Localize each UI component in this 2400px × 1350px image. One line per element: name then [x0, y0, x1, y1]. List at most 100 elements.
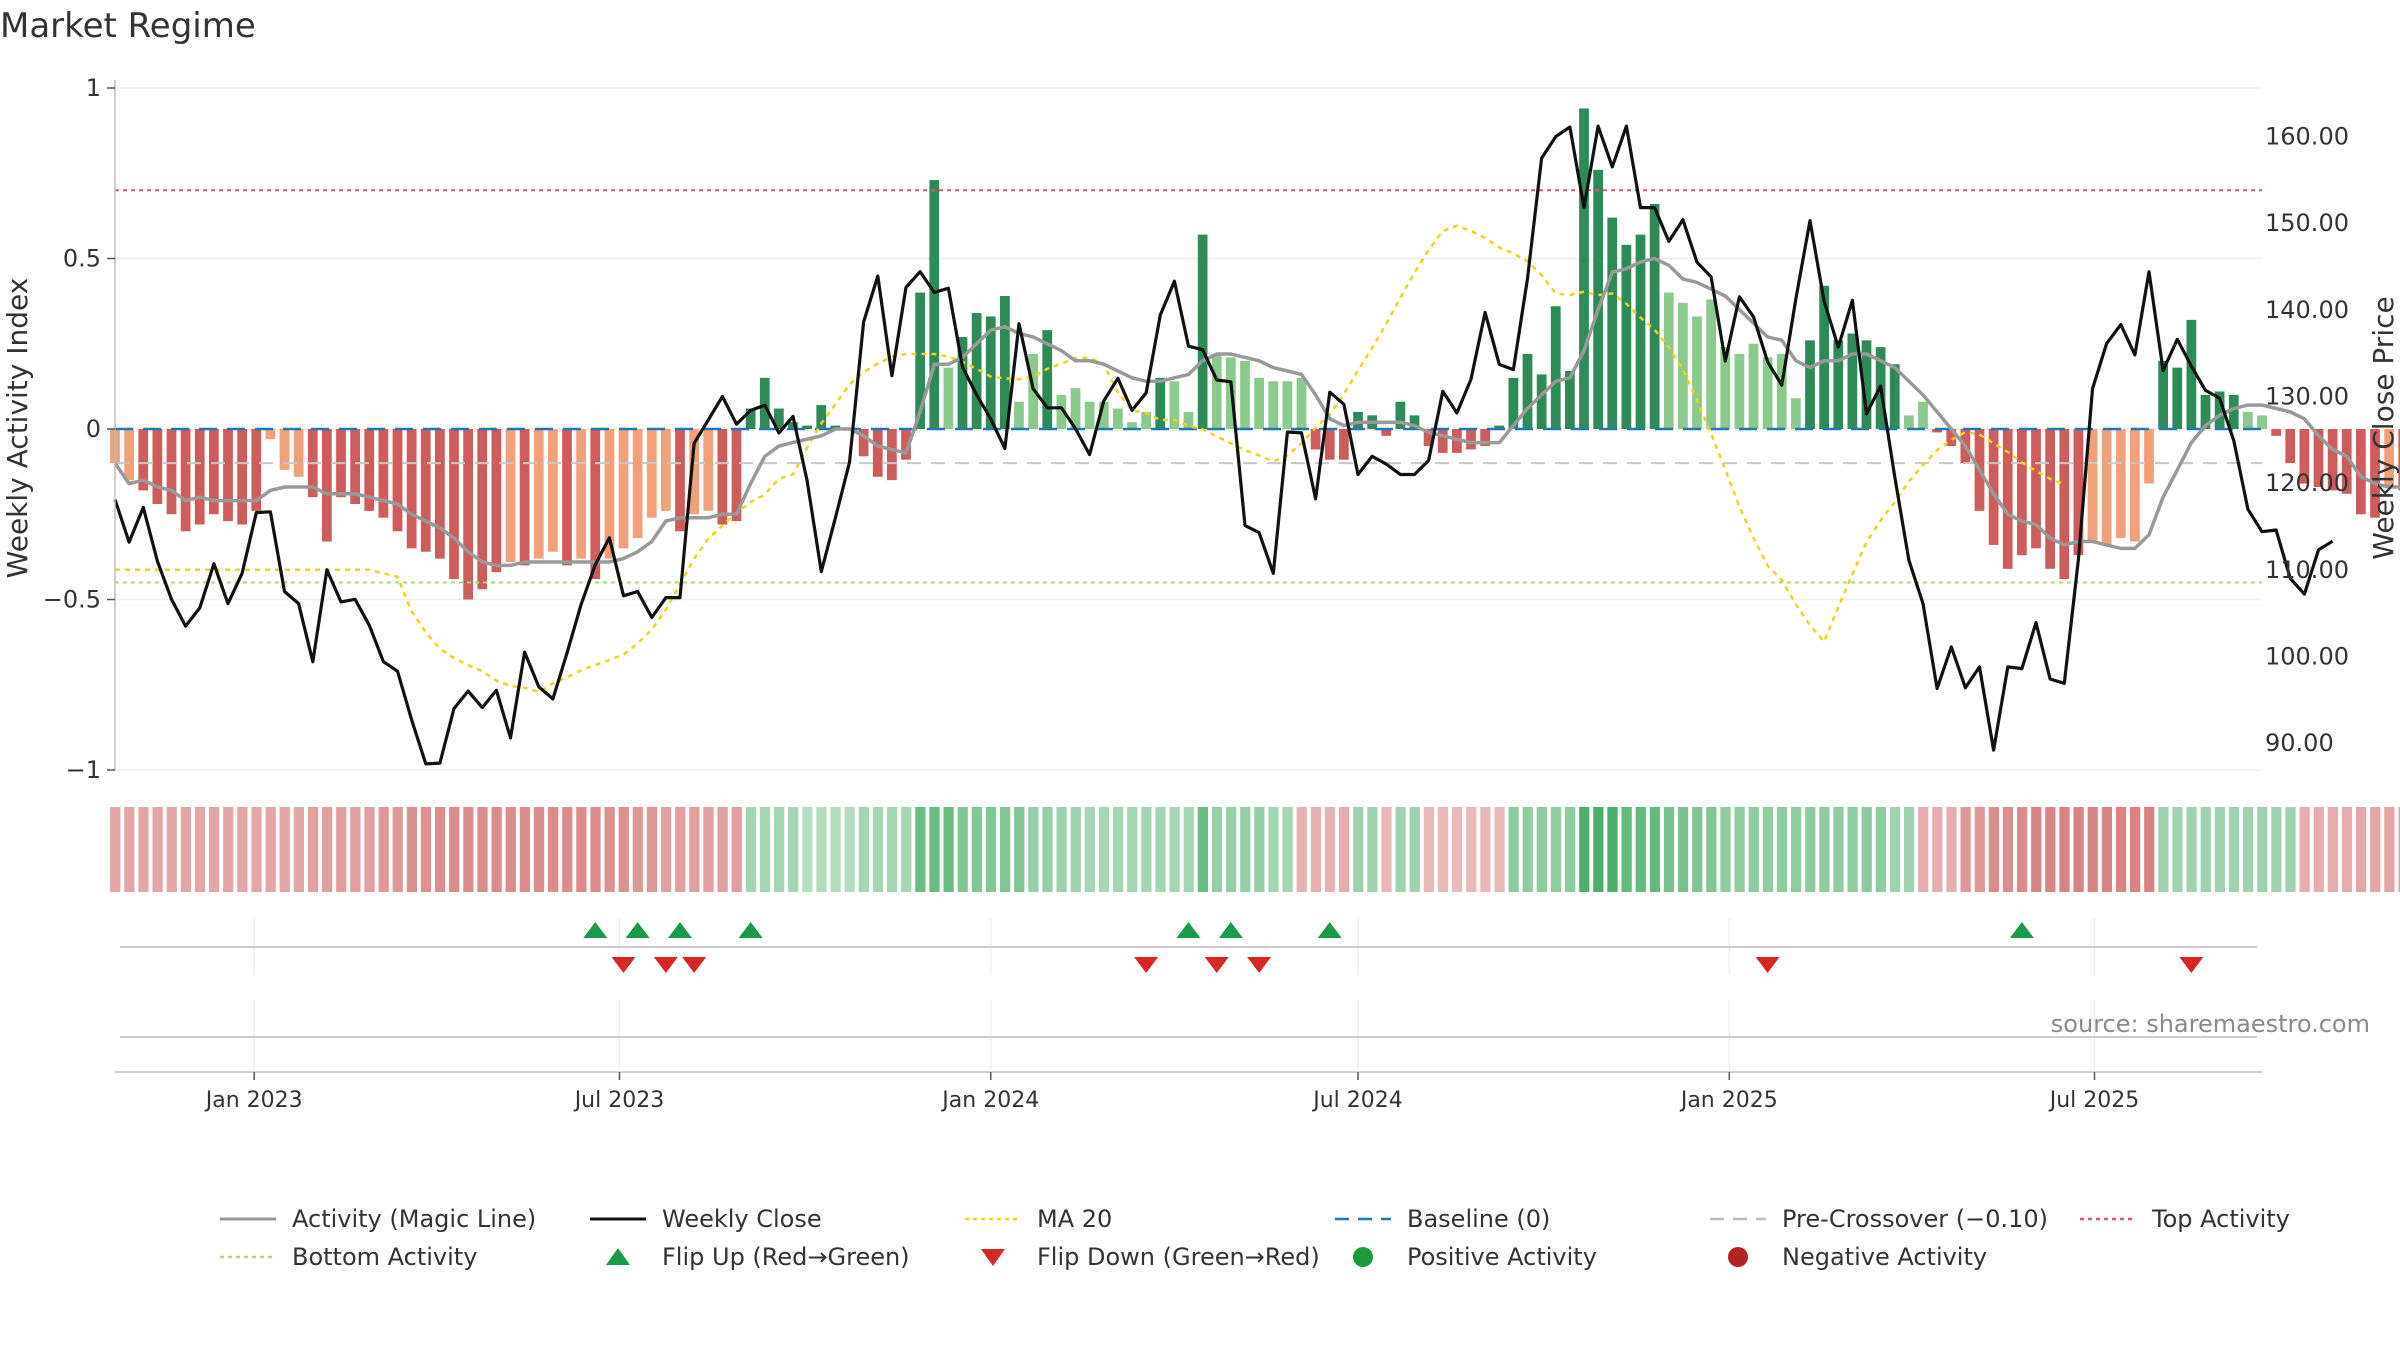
regime-cell-25	[463, 807, 474, 892]
legend-marker-pos	[1353, 1247, 1373, 1267]
activity-bar-32	[562, 429, 572, 566]
regime-cell-58	[929, 807, 940, 892]
regime-cell-141	[2101, 807, 2112, 892]
activity-bar-153	[2271, 429, 2281, 436]
activity-bar-92	[1409, 415, 1420, 429]
activity-bar-154	[2285, 429, 2296, 464]
regime-cell-131	[1960, 807, 1971, 892]
legend-label-neg: Negative Activity	[1782, 1243, 1988, 1271]
regime-cell-99	[1508, 807, 1519, 892]
regime-strip	[110, 807, 2400, 892]
activity-bar-136	[2031, 429, 2041, 549]
activity-bar-82	[1268, 381, 1279, 429]
regime-cell-159	[2356, 807, 2367, 892]
regime-cell-30	[533, 807, 545, 892]
regime-cell-26	[477, 807, 488, 892]
regime-cell-55	[887, 807, 898, 892]
flip-up-marker-3	[738, 922, 763, 938]
left-tick-label-3: −0.5	[43, 586, 101, 614]
legend-label-flipup: Flip Up (Red→Green)	[662, 1243, 910, 1271]
flip-down-marker-2	[682, 957, 707, 973]
regime-cell-43	[717, 807, 728, 892]
flip-up-marker-4	[1176, 922, 1201, 938]
activity-bar-24	[449, 429, 459, 580]
legend-label-precross: Pre-Crossover (−0.10)	[1782, 1205, 2049, 1233]
regime-cell-5	[180, 807, 191, 892]
activity-bar-128	[1918, 401, 1928, 429]
activity-bar-40	[675, 429, 685, 532]
regime-cell-2	[138, 807, 149, 892]
regime-cell-76	[1183, 807, 1194, 892]
legend-label-magic: Activity (Magic Line)	[292, 1205, 537, 1233]
activity-bar-99	[1508, 377, 1519, 429]
activity-bar-115	[1734, 353, 1745, 429]
activity-bar-30	[533, 429, 544, 559]
regime-cell-90	[1381, 807, 1392, 892]
regime-cell-125	[1875, 807, 1886, 892]
legend-item-pos: Positive Activity	[1335, 1243, 1597, 1271]
regime-cell-119	[1791, 807, 1802, 892]
regime-cell-96	[1466, 807, 1477, 892]
flip-down-marker-3	[1134, 957, 1159, 973]
regime-cell-34	[590, 807, 601, 892]
activity-bar-49	[802, 425, 812, 429]
activity-bar-126	[1889, 364, 1900, 429]
regime-cell-108	[1635, 807, 1646, 892]
left-axis-title: Weekly Activity Index	[1, 278, 34, 579]
regime-cell-39	[661, 807, 672, 892]
activity-bar-143	[2130, 429, 2140, 542]
activity-bar-66	[1042, 330, 1053, 429]
activity-bar-3	[152, 429, 163, 505]
regime-cell-14	[307, 807, 319, 892]
regime-cell-155	[2299, 807, 2310, 892]
activity-bar-118	[1776, 353, 1787, 429]
regime-cell-136	[2031, 807, 2042, 892]
activity-bar-151	[2243, 411, 2253, 429]
regime-cell-68	[1070, 807, 1081, 892]
left-tick-label-2: 0	[86, 415, 101, 443]
regime-cell-115	[1734, 807, 1745, 892]
legend-swatch-flipdown	[981, 1249, 1005, 1266]
regime-cell-142	[2115, 807, 2127, 892]
regime-cell-72	[1127, 807, 1138, 892]
regime-cell-37	[632, 807, 643, 892]
regime-cell-29	[519, 807, 530, 892]
regime-cell-162	[2398, 807, 2400, 892]
regime-cell-95	[1452, 807, 1463, 892]
regime-cell-40	[675, 807, 686, 892]
activity-bar-124	[1861, 340, 1872, 429]
flip-up-marker-7	[2009, 922, 2034, 938]
activity-bar-160	[2370, 429, 2380, 518]
activity-bar-112	[1692, 316, 1702, 429]
activity-bar-12	[279, 429, 290, 470]
activity-bar-129	[1932, 429, 1942, 433]
activity-bar-91	[1395, 401, 1406, 429]
regime-cell-27	[491, 807, 502, 892]
activity-bar-45	[745, 408, 756, 429]
activity-bar-123	[1847, 333, 1858, 429]
activity-bar-67	[1056, 394, 1067, 429]
regime-cell-52	[844, 807, 855, 892]
regime-cell-106	[1607, 807, 1618, 892]
regime-cell-21	[406, 807, 417, 892]
legend-item-magic: Activity (Magic Line)	[220, 1205, 536, 1233]
regime-cell-84	[1296, 807, 1307, 892]
regime-cell-151	[2243, 807, 2254, 892]
regime-cell-144	[2144, 807, 2155, 892]
regime-cell-104	[1579, 807, 1590, 892]
regime-cell-100	[1522, 807, 1533, 892]
activity-bar-19	[378, 429, 389, 518]
flip-up-marker-6	[1317, 922, 1342, 938]
activity-bar-13	[293, 429, 304, 477]
regime-cell-11	[265, 807, 276, 892]
regime-cell-83	[1282, 807, 1293, 892]
legend-label-bottom: Bottom Activity	[292, 1243, 478, 1271]
regime-cell-48	[788, 807, 799, 892]
regime-cell-57	[915, 807, 926, 892]
magic-line	[113, 256, 2400, 568]
regime-cell-78	[1211, 807, 1223, 892]
regime-cell-64	[1014, 807, 1025, 892]
legend-item-baseline: Baseline (0)	[1335, 1205, 1550, 1233]
legend-swatch-close	[590, 1217, 646, 1221]
right-tick-label-1: 150.00	[2265, 209, 2349, 237]
